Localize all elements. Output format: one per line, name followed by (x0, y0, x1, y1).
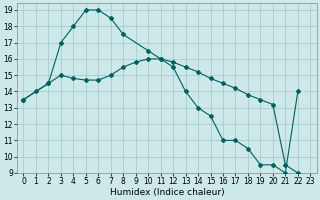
X-axis label: Humidex (Indice chaleur): Humidex (Indice chaleur) (109, 188, 224, 197)
